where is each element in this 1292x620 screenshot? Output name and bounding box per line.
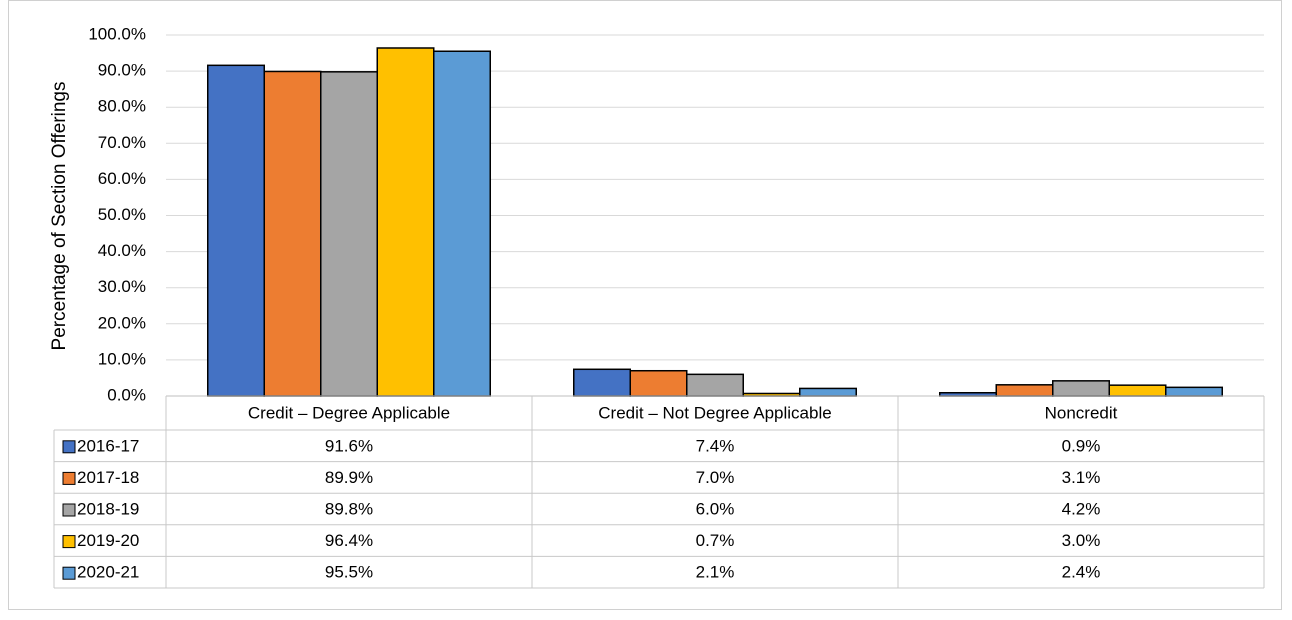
data-label: 2.1%: [696, 563, 735, 582]
bar: [629, 369, 688, 397]
data-label: 2.4%: [1062, 563, 1101, 582]
bar: [995, 384, 1054, 397]
legend-entry: 2020-21: [77, 563, 139, 582]
table-header-category: Noncredit: [1045, 403, 1118, 422]
table-header-category: Credit – Not Degree Applicable: [598, 403, 831, 422]
data-label: 91.6%: [325, 436, 373, 455]
y-tick-label: 50.0%: [98, 205, 146, 224]
bar: [1165, 386, 1223, 397]
data-label: 6.0%: [696, 499, 735, 518]
legend-key: [62, 471, 76, 485]
legend-key: [62, 535, 76, 549]
y-tick-label: 70.0%: [98, 133, 146, 152]
data-label: 4.2%: [1062, 499, 1101, 518]
y-tick-label: 40.0%: [98, 241, 146, 260]
bar: [1108, 384, 1167, 397]
bar: [376, 47, 435, 397]
bar: [573, 368, 631, 397]
chart-frame: [8, 0, 1282, 610]
data-label: 3.1%: [1062, 468, 1101, 487]
y-tick-label: 60.0%: [98, 169, 146, 188]
bar: [320, 71, 378, 397]
bar: [1052, 380, 1110, 397]
y-tick-label: 90.0%: [98, 61, 146, 80]
legend-entry: 2019-20: [77, 531, 139, 550]
y-tick-label: 0.0%: [107, 385, 146, 404]
y-tick-label: 20.0%: [98, 313, 146, 332]
legend-key: [62, 566, 76, 580]
bar: [207, 64, 265, 397]
data-label: 96.4%: [325, 531, 373, 550]
legend-entry: 2016-17: [77, 436, 139, 455]
data-label: 89.9%: [325, 468, 373, 487]
data-label: 7.0%: [696, 468, 735, 487]
data-label: 3.0%: [1062, 531, 1101, 550]
data-label: 0.9%: [1062, 436, 1101, 455]
legend-entry: 2017-18: [77, 468, 139, 487]
y-tick-label: 100.0%: [88, 24, 146, 43]
bar: [686, 373, 744, 397]
legend-entry: 2018-19: [77, 499, 139, 518]
data-label: 7.4%: [696, 436, 735, 455]
legend-key: [62, 440, 76, 454]
bar: [799, 387, 857, 397]
y-tick-label: 30.0%: [98, 277, 146, 296]
data-label: 0.7%: [696, 531, 735, 550]
y-tick-label: 10.0%: [98, 349, 146, 368]
table-header-category: Credit – Degree Applicable: [248, 403, 450, 422]
legend-key: [62, 503, 76, 517]
data-label: 95.5%: [325, 563, 373, 582]
y-tick-label: 80.0%: [98, 97, 146, 116]
bar: [433, 50, 491, 397]
y-axis-title: Percentage of Section Offerings: [49, 82, 70, 351]
bar: [263, 70, 322, 397]
data-label: 89.8%: [325, 499, 373, 518]
